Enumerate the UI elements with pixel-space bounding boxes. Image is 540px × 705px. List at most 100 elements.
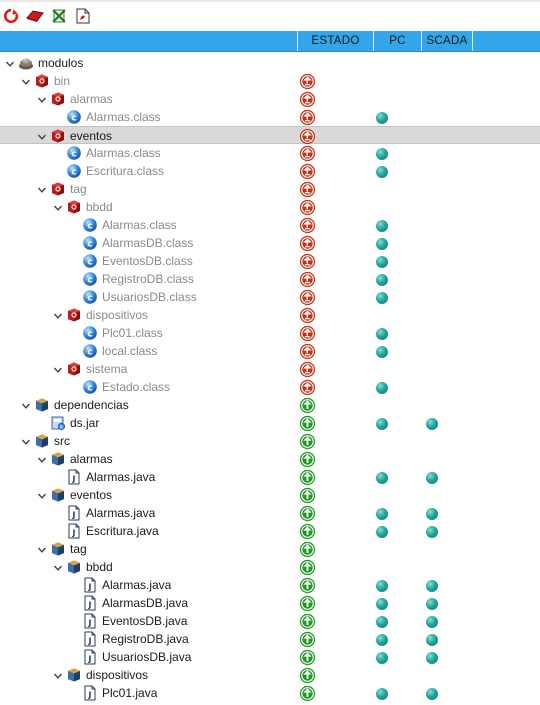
tree-item-label: RegistroDB.class (102, 272, 195, 286)
tree-item-label: AlarmasDB.java (102, 596, 189, 610)
svg-text:c: c (87, 239, 92, 249)
status-error-icon (299, 343, 316, 360)
tree-row[interactable]: modulos (0, 54, 540, 72)
class-file-icon: c (82, 235, 98, 251)
tree-row[interactable]: J EventosDB.java (0, 612, 540, 630)
tree-item-label: dispositivos (86, 668, 149, 682)
chevron-down-icon[interactable] (53, 562, 63, 572)
tree-row[interactable]: eventos (0, 126, 540, 145)
status-ok-icon (299, 559, 316, 576)
eraser-icon[interactable] (25, 6, 45, 26)
tree-row[interactable]: src (0, 432, 540, 450)
tree-item-label: modulos (38, 56, 84, 70)
scada-indicator-icon (426, 598, 438, 610)
svg-text:J: J (88, 601, 92, 610)
chevron-down-icon[interactable] (5, 58, 15, 68)
tree-row[interactable]: J Alarmas.java (0, 468, 540, 486)
pc-indicator-icon (376, 166, 388, 178)
tree-item-label: Estado.class (102, 380, 171, 394)
column-header-scada[interactable]: SCADA (426, 35, 468, 47)
tree-row[interactable]: J Plc01.java (0, 684, 540, 702)
tree-row[interactable]: dispositivos (0, 306, 540, 324)
tree-row[interactable]: c EventosDB.class (0, 252, 540, 270)
java-file-icon: J (82, 685, 98, 701)
pc-indicator-icon (376, 382, 388, 394)
remove-x-icon[interactable] (49, 6, 69, 26)
tree-row[interactable]: c Plc01.class (0, 324, 540, 342)
tree-row[interactable]: J UsuariosDB.java (0, 648, 540, 666)
tree-row[interactable]: J AlarmasDB.java (0, 594, 540, 612)
svg-text:J: J (72, 529, 76, 538)
tree-row[interactable]: alarmas (0, 450, 540, 468)
tree-row[interactable]: c Estado.class (0, 378, 540, 396)
tree-row[interactable]: alarmas (0, 90, 540, 108)
chevron-down-icon[interactable] (37, 184, 47, 194)
tree-row[interactable]: dispositivos (0, 666, 540, 684)
tree-row[interactable]: c RegistroDB.class (0, 270, 540, 288)
tree-row[interactable]: J Escritura.java (0, 522, 540, 540)
tree-row[interactable]: c ds.jar (0, 414, 540, 432)
tree-row[interactable]: tag (0, 540, 540, 558)
pc-indicator-icon (376, 634, 388, 646)
pc-indicator-icon (376, 328, 388, 340)
chevron-down-icon[interactable] (21, 76, 31, 86)
svg-text:J: J (88, 691, 92, 700)
pc-indicator-icon (376, 598, 388, 610)
status-ok-icon (299, 505, 316, 522)
class-file-icon: c (82, 343, 98, 359)
module-root-icon (18, 55, 34, 71)
chevron-down-icon[interactable] (21, 400, 31, 410)
tree-row[interactable]: dependencias (0, 396, 540, 414)
tree-row[interactable]: sistema (0, 360, 540, 378)
status-ok-icon (299, 397, 316, 414)
chevron-down-icon[interactable] (37, 544, 47, 554)
tree-item-label: Alarmas.class (86, 110, 161, 124)
chevron-down-icon[interactable] (53, 310, 63, 320)
svg-text:c: c (71, 149, 76, 159)
tree-row[interactable]: J Alarmas.java (0, 576, 540, 594)
column-separator (373, 31, 374, 51)
column-header-estado[interactable]: ESTADO (311, 35, 360, 47)
tree-row[interactable]: tag (0, 180, 540, 198)
class-file-icon: c (82, 217, 98, 233)
chevron-down-icon[interactable] (53, 202, 63, 212)
tree-row[interactable]: c Escritura.class (0, 162, 540, 180)
tree-item-label: src (54, 434, 70, 448)
tree-row[interactable]: bbdd (0, 198, 540, 216)
tree-row[interactable]: eventos (0, 486, 540, 504)
scada-indicator-icon (426, 634, 438, 646)
column-separator (472, 31, 473, 51)
column-header-pc[interactable]: PC (389, 35, 406, 47)
tree-row[interactable]: c local.class (0, 342, 540, 360)
tree-item-label: dependencias (54, 398, 129, 412)
tree-row[interactable]: J Alarmas.java (0, 504, 540, 522)
tree-row[interactable]: c AlarmasDB.class (0, 234, 540, 252)
tree-row[interactable]: J RegistroDB.java (0, 630, 540, 648)
status-ok-icon (299, 523, 316, 540)
status-error-icon (299, 307, 316, 324)
chevron-down-icon[interactable] (21, 436, 31, 446)
blue-package-icon (50, 451, 66, 467)
chevron-down-icon[interactable] (53, 364, 63, 374)
chevron-down-icon[interactable] (37, 131, 47, 141)
tree-row[interactable]: c Alarmas.class (0, 144, 540, 162)
chevron-down-icon[interactable] (53, 670, 63, 680)
pdf-document-icon[interactable] (73, 6, 93, 26)
tree-row[interactable]: bin (0, 72, 540, 90)
chevron-down-icon[interactable] (37, 454, 47, 464)
chevron-down-icon[interactable] (37, 490, 47, 500)
column-separator (297, 31, 298, 51)
tree-row[interactable]: c Alarmas.class (0, 216, 540, 234)
tree-row[interactable]: bbdd (0, 558, 540, 576)
pc-indicator-icon (376, 274, 388, 286)
svg-text:J: J (88, 583, 92, 592)
tree-row[interactable]: c UsuariosDB.class (0, 288, 540, 306)
status-ok-icon (299, 433, 316, 450)
chevron-down-icon[interactable] (37, 94, 47, 104)
svg-text:c: c (71, 167, 76, 177)
status-ok-icon (299, 487, 316, 504)
column-separator (421, 31, 422, 51)
refresh-icon[interactable] (1, 6, 21, 26)
tree-row[interactable]: c Alarmas.class (0, 108, 540, 126)
tree-item-label: EventosDB.class (102, 254, 193, 268)
